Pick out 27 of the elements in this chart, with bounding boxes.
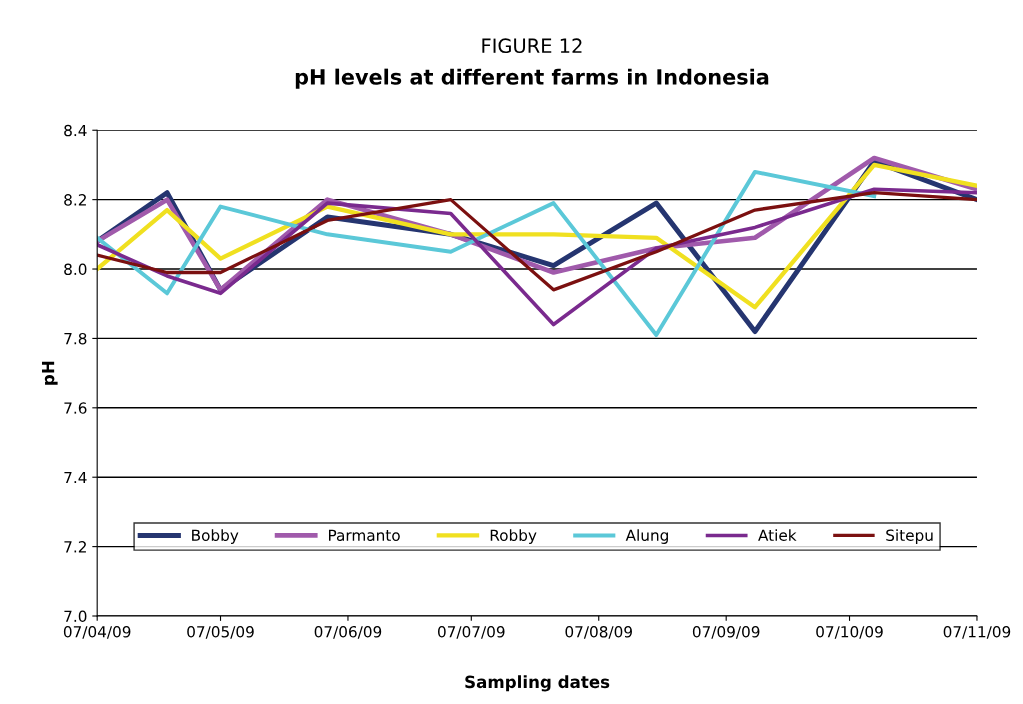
legend-label: Sitepu (886, 529, 933, 544)
y-tick-label: 7.8 (64, 332, 87, 345)
chart-subtitle: pH levels at different farms in Indonesia (295, 68, 769, 89)
legend-label: Parmanto (328, 529, 400, 541)
y-axis-title: pH (41, 361, 58, 385)
y-tick-label: 8.2 (64, 194, 86, 206)
y-tick-label: 7.4 (64, 471, 87, 484)
y-tick-label: 8.0 (64, 263, 87, 276)
x-tick-label: 07/08/09 (565, 625, 632, 639)
y-tick-label: 8.4 (64, 124, 87, 137)
legend-label: Robby (490, 529, 537, 544)
y-tick-label: 7.0 (64, 610, 87, 623)
x-tick-label: 07/10/09 (816, 625, 883, 639)
y-tick-label: 7.6 (64, 402, 87, 414)
x-tick-label: 07/06/09 (314, 625, 382, 639)
x-tick-label: 07/05/09 (187, 625, 254, 639)
legend-label: Bobby (192, 529, 239, 544)
x-axis-title: Sampling dates (465, 675, 610, 692)
chart-title: FIGURE 12 (482, 38, 582, 54)
x-tick-label: 07/07/09 (438, 625, 505, 639)
legend-label: Alung (625, 529, 668, 544)
legend-label: Atiek (758, 529, 797, 541)
x-tick-label: 07/11/09 (943, 625, 1011, 639)
x-tick-label: 07/09/09 (692, 625, 760, 639)
x-tick-label: 07/04/09 (63, 625, 131, 639)
line-series (97, 169, 877, 337)
y-tick-label: 7.2 (64, 541, 86, 553)
